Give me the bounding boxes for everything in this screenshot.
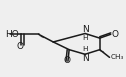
Text: O: O: [112, 30, 119, 39]
Text: O: O: [17, 42, 24, 51]
Text: H: H: [82, 46, 88, 52]
Text: O: O: [64, 56, 71, 65]
Text: H: H: [82, 35, 88, 41]
Text: N: N: [82, 54, 88, 63]
Text: N: N: [82, 25, 88, 34]
Text: CH₃: CH₃: [110, 54, 123, 60]
Text: HO: HO: [6, 30, 19, 39]
